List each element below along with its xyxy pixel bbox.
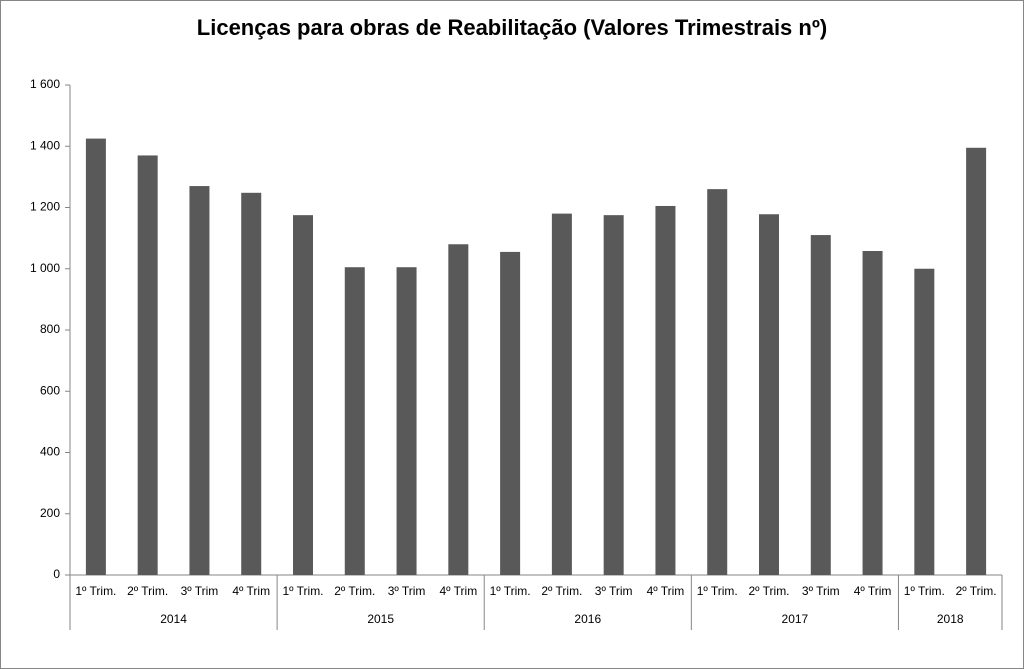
bar	[293, 215, 313, 575]
bar	[137, 155, 158, 575]
bar	[189, 186, 210, 575]
bar	[862, 250, 883, 576]
y-tick-label: 200	[40, 506, 60, 520]
group-label: 2015	[367, 612, 394, 626]
x-tick-label: 1º Trim.	[904, 584, 945, 598]
x-tick-label: 3º Trim	[802, 584, 840, 598]
y-tick-label: 1 600	[30, 77, 60, 91]
bar	[966, 147, 987, 575]
x-tick-label: 2º Trim.	[541, 584, 582, 598]
bar	[448, 244, 469, 575]
bar	[759, 214, 779, 576]
group-label: 2016	[574, 612, 601, 626]
bar	[655, 205, 676, 575]
y-tick-label: 1 200	[30, 200, 60, 214]
x-tick-label: 4º Trim	[232, 584, 270, 598]
x-tick-label: 2º Trim.	[748, 584, 789, 598]
bar	[707, 189, 728, 575]
x-tick-label: 3º Trim	[388, 584, 426, 598]
x-tick-label: 3º Trim	[181, 584, 219, 598]
x-tick-label: 4º Trim	[439, 584, 477, 598]
bar	[914, 268, 935, 575]
bar	[344, 267, 365, 575]
y-tick-label: 1 000	[30, 261, 60, 275]
bar	[500, 251, 521, 575]
bar	[396, 267, 417, 575]
group-label: 2018	[937, 612, 964, 626]
y-tick-label: 400	[40, 445, 60, 459]
group-label: 2014	[160, 612, 187, 626]
bar	[551, 213, 572, 575]
x-tick-label: 1º Trim.	[697, 584, 738, 598]
y-tick-label: 1 400	[30, 138, 60, 152]
group-label: 2017	[782, 612, 809, 626]
x-tick-label: 1º Trim.	[75, 584, 116, 598]
x-tick-label: 4º Trim	[854, 584, 892, 598]
bar	[241, 192, 262, 576]
bar	[85, 138, 106, 575]
y-tick-label: 800	[40, 322, 60, 336]
chart-title: Licenças para obras de Reabilitação (Val…	[197, 15, 827, 40]
x-tick-label: 2º Trim.	[956, 584, 997, 598]
x-tick-label: 1º Trim.	[490, 584, 531, 598]
x-tick-label: 2º Trim.	[334, 584, 375, 598]
x-tick-label: 2º Trim.	[127, 584, 168, 598]
bar	[603, 215, 624, 575]
x-tick-label: 1º Trim.	[282, 584, 323, 598]
y-tick-label: 0	[53, 567, 60, 581]
x-tick-label: 4º Trim	[647, 584, 685, 598]
y-tick-label: 600	[40, 383, 60, 397]
bar	[810, 235, 831, 575]
x-tick-label: 3º Trim	[595, 584, 633, 598]
